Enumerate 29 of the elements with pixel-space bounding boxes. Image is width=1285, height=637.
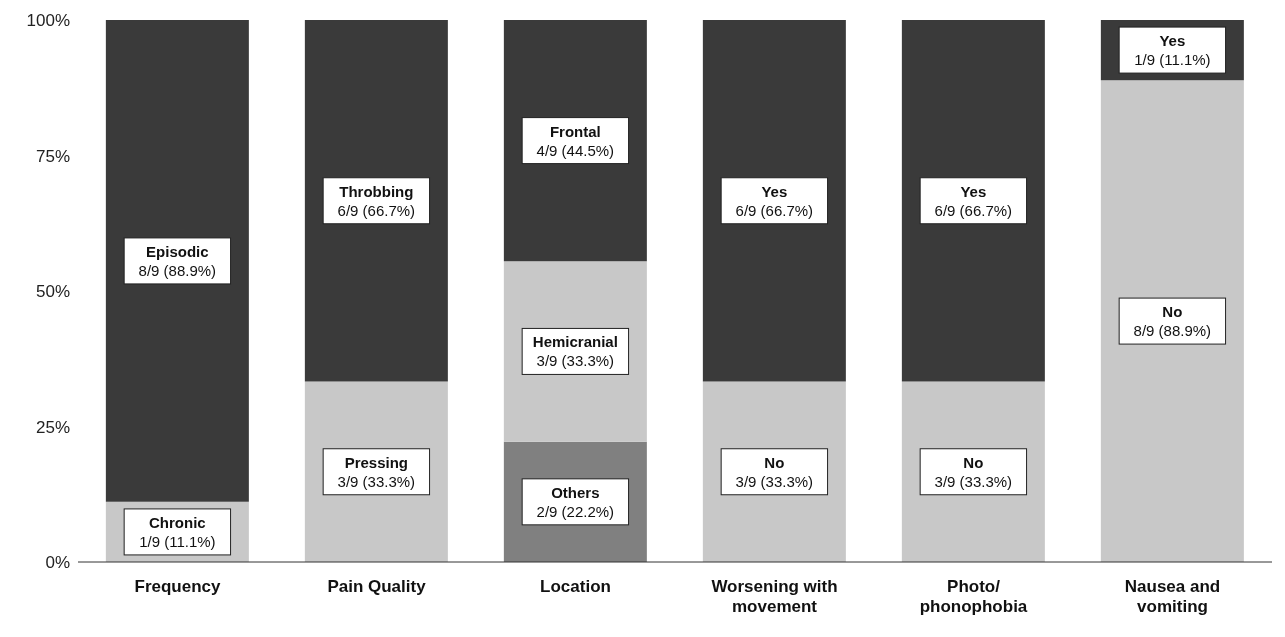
bar (1100, 80, 1244, 562)
data-label: No 3/9 (33.3%) (934, 453, 1013, 490)
x-tick-label: Worsening with movement (711, 577, 838, 616)
data-label: Yes 6/9 (66.7%) (934, 182, 1013, 219)
bar (901, 20, 1045, 382)
data-label: Chronic 1/9 (11.1%) (139, 513, 216, 550)
y-tick-label: 25% (35, 417, 70, 437)
data-label: Yes 6/9 (66.7%) (735, 182, 814, 219)
bar (702, 20, 846, 382)
data-label: Others 2/9 (22.2%) (536, 483, 615, 520)
y-tick-label: 50% (35, 282, 70, 302)
x-tick-label: Location (540, 577, 611, 596)
data-label: Throbbing 6/9 (66.7%) (337, 182, 416, 219)
data-label: Pressing 3/9 (33.3%) (337, 453, 416, 490)
bar (105, 20, 249, 502)
y-tick-label: 75% (35, 146, 70, 166)
data-label: Frontal 4/9 (44.5%) (536, 122, 615, 159)
data-label: No 8/9 (88.9%) (1133, 303, 1212, 340)
x-tick-label: Pain Quality (327, 577, 427, 596)
x-tick-label: Frequency (134, 577, 222, 596)
data-label: Episodic 8/9 (88.9%) (138, 242, 217, 279)
y-tick-label: 100% (26, 11, 70, 31)
bar (304, 20, 448, 382)
data-label: Hemicranial 3/9 (33.3%) (532, 333, 618, 370)
x-tick-label: Photo/ phonophobia (919, 577, 1028, 616)
data-label: Yes 1/9 (11.1%) (1134, 32, 1211, 69)
data-label: No 3/9 (33.3%) (735, 453, 814, 490)
x-tick-label: Nausea and vomiting (1124, 577, 1221, 616)
y-tick-label: 0% (45, 553, 70, 573)
